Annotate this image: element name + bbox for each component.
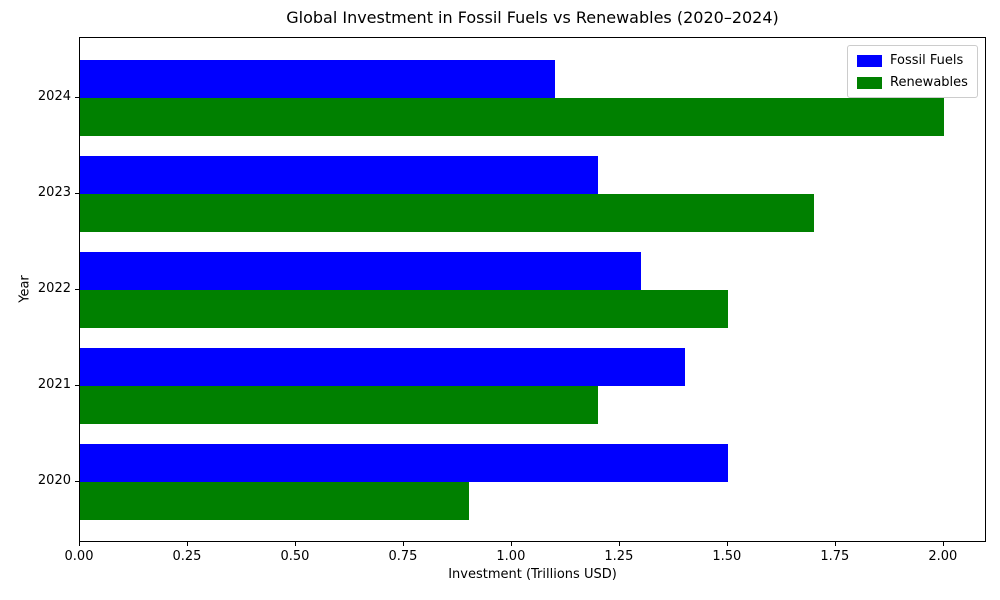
x-tick-mark (942, 542, 944, 546)
bar-fossil-fuels-2021 (80, 348, 685, 386)
legend: Fossil Fuels Renewables (847, 45, 978, 98)
x-tick-label-0.00: 0.00 (64, 549, 94, 564)
bar-renewables-2022 (80, 290, 728, 328)
bar-renewables-2020 (80, 482, 469, 520)
legend-label-renewables: Renewables (890, 75, 968, 90)
bar-fossil-fuels-2022 (80, 252, 642, 290)
legend-item-fossil-fuels: Fossil Fuels (857, 52, 968, 69)
x-tick-label-0.50: 0.50 (280, 549, 310, 564)
y-tick-label-2020: 2020 (37, 473, 71, 488)
bar-renewables-2021 (80, 386, 599, 424)
x-tick-label-1.75: 1.75 (820, 549, 850, 564)
y-tick-mark (75, 193, 79, 194)
bar-fossil-fuels-2020 (80, 444, 728, 482)
y-tick-mark (75, 289, 79, 290)
x-tick-mark (294, 542, 296, 546)
bar-renewables-2024 (80, 98, 944, 136)
bar-fossil-fuels-2024 (80, 60, 556, 98)
legend-swatch-icon-renewables (857, 76, 882, 89)
x-tick-label-1.00: 1.00 (496, 549, 526, 564)
x-axis-label: Investment (Trillions USD) (448, 567, 617, 582)
y-tick-mark (75, 385, 79, 386)
x-tick-mark (402, 542, 404, 546)
x-tick-mark (510, 542, 512, 546)
y-tick-mark (75, 97, 79, 98)
y-tick-mark (75, 481, 79, 482)
legend-item-renewables: Renewables (857, 74, 968, 91)
plot-area (79, 37, 986, 542)
legend-label-fossil-fuels: Fossil Fuels (890, 53, 964, 68)
legend-swatch-icon-fossil-fuels (857, 54, 882, 67)
bar-fossil-fuels-2023 (80, 156, 599, 194)
x-tick-label-1.25: 1.25 (604, 549, 634, 564)
x-tick-label-0.25: 0.25 (172, 549, 202, 564)
x-tick-label-0.75: 0.75 (388, 549, 418, 564)
x-tick-label-1.50: 1.50 (712, 549, 742, 564)
x-tick-mark (79, 542, 80, 546)
bar-renewables-2023 (80, 194, 815, 232)
x-tick-mark (186, 542, 188, 546)
x-tick-label-2.00: 2.00 (928, 549, 958, 564)
x-tick-mark (834, 542, 836, 546)
y-tick-label-2021: 2021 (37, 377, 71, 392)
y-tick-label-2023: 2023 (37, 185, 71, 200)
y-tick-label-2022: 2022 (37, 281, 71, 296)
x-tick-mark (726, 542, 728, 546)
chart-title: Global Investment in Fossil Fuels vs Ren… (286, 8, 779, 27)
x-tick-mark (618, 542, 620, 546)
y-tick-label-2024: 2024 (37, 89, 71, 104)
